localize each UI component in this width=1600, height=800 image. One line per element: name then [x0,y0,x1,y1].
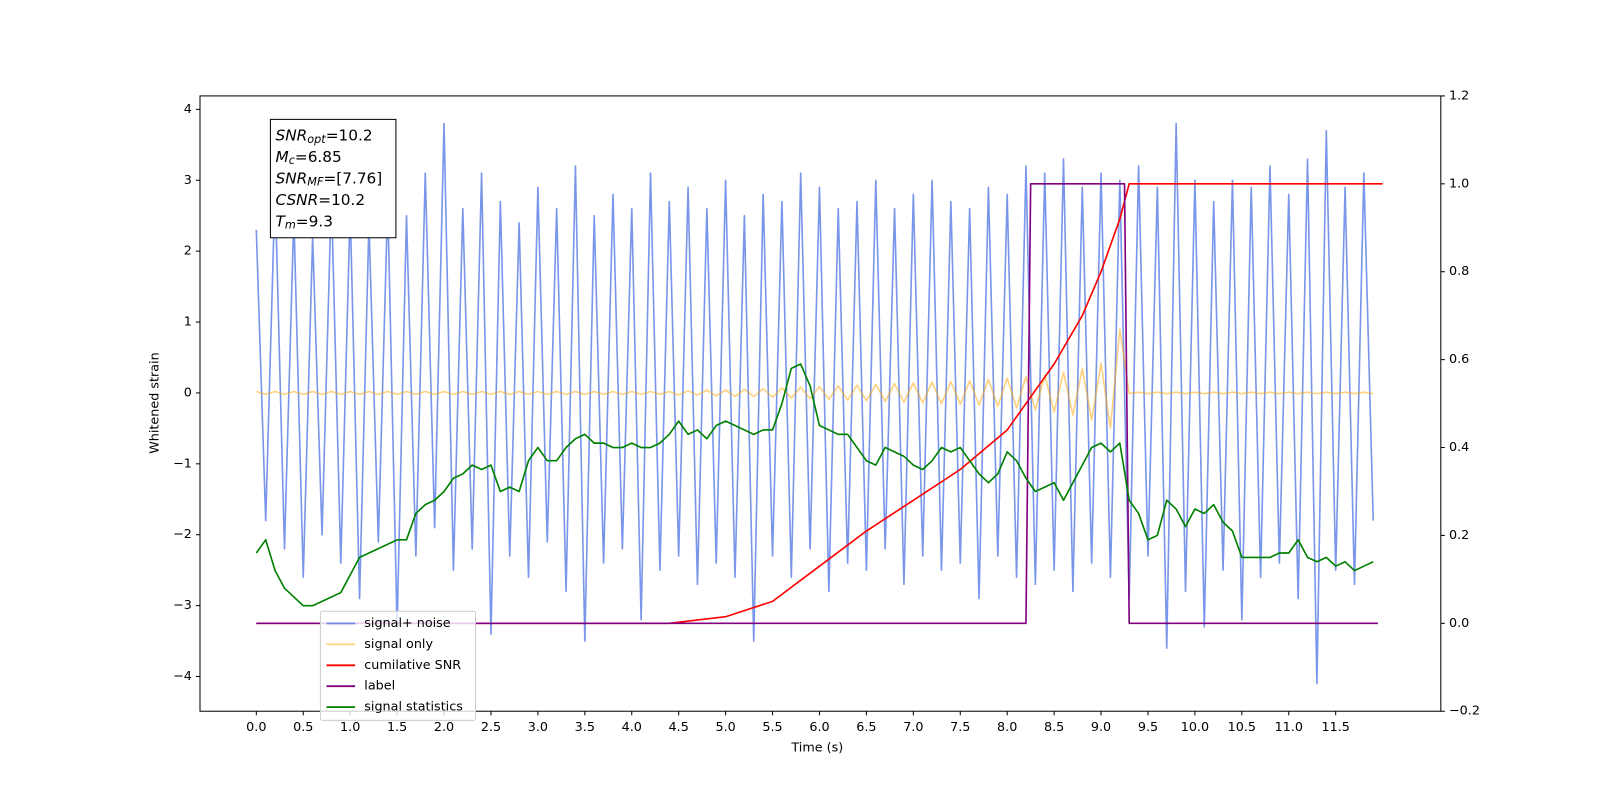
x-tick-label: 11.5 [1321,720,1349,735]
annotation-rest: =[7.76] [323,169,382,187]
x-tick-label: 7.5 [950,720,970,735]
y-tick-label: −1 [173,456,192,471]
x-tick-label: 1.0 [340,720,360,735]
annotation-base: M [276,148,289,166]
y2-tick-label: 0.6 [1449,352,1469,367]
annotation-rest: =6.85 [295,148,342,166]
x-tick-label: 10.5 [1228,720,1256,735]
y-axis-label: Whitened strain [148,352,163,453]
legend-label: signal only [364,637,433,652]
x-tick-label: 9.0 [1091,720,1111,735]
annotation-base: CSNR [276,191,319,209]
legend-label: signal statistics [364,700,463,715]
legend-label: signal+ noise [364,616,451,631]
x-tick-label: 8.5 [1044,720,1064,735]
annotation-box: SNRopt=10.2Mc=6.85SNRMF=[7.76]CSNR=10.2T… [269,118,397,239]
legend-frame [319,610,477,721]
annotation-line: CSNR=10.2 [276,191,366,209]
annotation-line: Mc=6.85 [276,148,342,168]
x-tick-label: 0.5 [293,720,313,735]
x-tick-label: 4.5 [669,720,689,735]
x-tick-label: 3.5 [575,720,595,735]
annotation-sub: MF [307,176,324,189]
annotation-base: T [276,212,287,230]
y2-tick-label: 1.0 [1449,176,1469,191]
x-tick-label: 1.5 [387,720,407,735]
annotation-line: Tm=9.3 [276,212,333,232]
x-tick-label: 5.5 [762,720,782,735]
plot-area [255,122,1383,685]
annotation-sub: c [289,154,296,167]
y2-tick-label: 0.2 [1449,528,1469,543]
annotation-rest: =10.2 [318,191,365,209]
annotation-rest: =10.2 [326,126,373,144]
series-line [255,363,1374,607]
annotation-base: SNR [276,169,308,187]
x-tick-label: 4.0 [622,720,642,735]
legend-label: cumilative SNR [364,658,461,673]
y-tick-label: 4 [184,102,192,117]
x-tick-label: 11.0 [1275,720,1303,735]
y-tick-label: 3 [184,173,192,188]
y2-tick-label: 0.8 [1449,264,1469,279]
x-tick-label: 2.5 [481,720,501,735]
x-tick-label: 0.0 [246,720,266,735]
legend-label: label [364,679,395,694]
y-tick-label: −2 [173,527,192,542]
y-tick-label: 1 [184,315,192,330]
y-tick-label: −4 [173,669,192,684]
annotation-line: SNRopt=10.2 [276,126,373,146]
series-line [256,328,1374,430]
x-tick-label: 10.0 [1181,720,1209,735]
annotation-line: SNRMF=[7.76] [276,169,383,189]
annotation-sub: m [285,219,296,232]
series-line [256,182,1383,625]
annotation-sub: opt [307,133,326,146]
x-tick-label: 7.0 [903,720,923,735]
x-tick-label: 9.5 [1138,720,1158,735]
annotation-frame [269,118,397,239]
annotation-rest: =9.3 [296,212,333,230]
x-axis-label: Time (s) [790,740,843,755]
y-tick-label: 0 [184,385,192,400]
x-tick-label: 6.5 [856,720,876,735]
y2-tick-label: 0.0 [1449,616,1469,631]
legend: signal+ noise signal only cumilative SNR la… [319,610,477,721]
y2-tick-label: 1.2 [1449,88,1469,103]
y2-tick-label: 0.4 [1449,440,1469,455]
y-tick-label: 2 [184,244,192,259]
axes-frame [199,95,1442,712]
y-tick-label: −3 [173,598,192,613]
x-tick-label: 2.0 [434,720,454,735]
series-line [256,182,1378,625]
x-tick-label: 3.0 [528,720,548,735]
x-tick-label: 8.0 [997,720,1017,735]
x-tick-label: 5.0 [715,720,735,735]
y2-tick-label: −0.2 [1449,704,1480,719]
x-tick-label: 6.0 [809,720,829,735]
annotation-base: SNR [276,126,308,144]
